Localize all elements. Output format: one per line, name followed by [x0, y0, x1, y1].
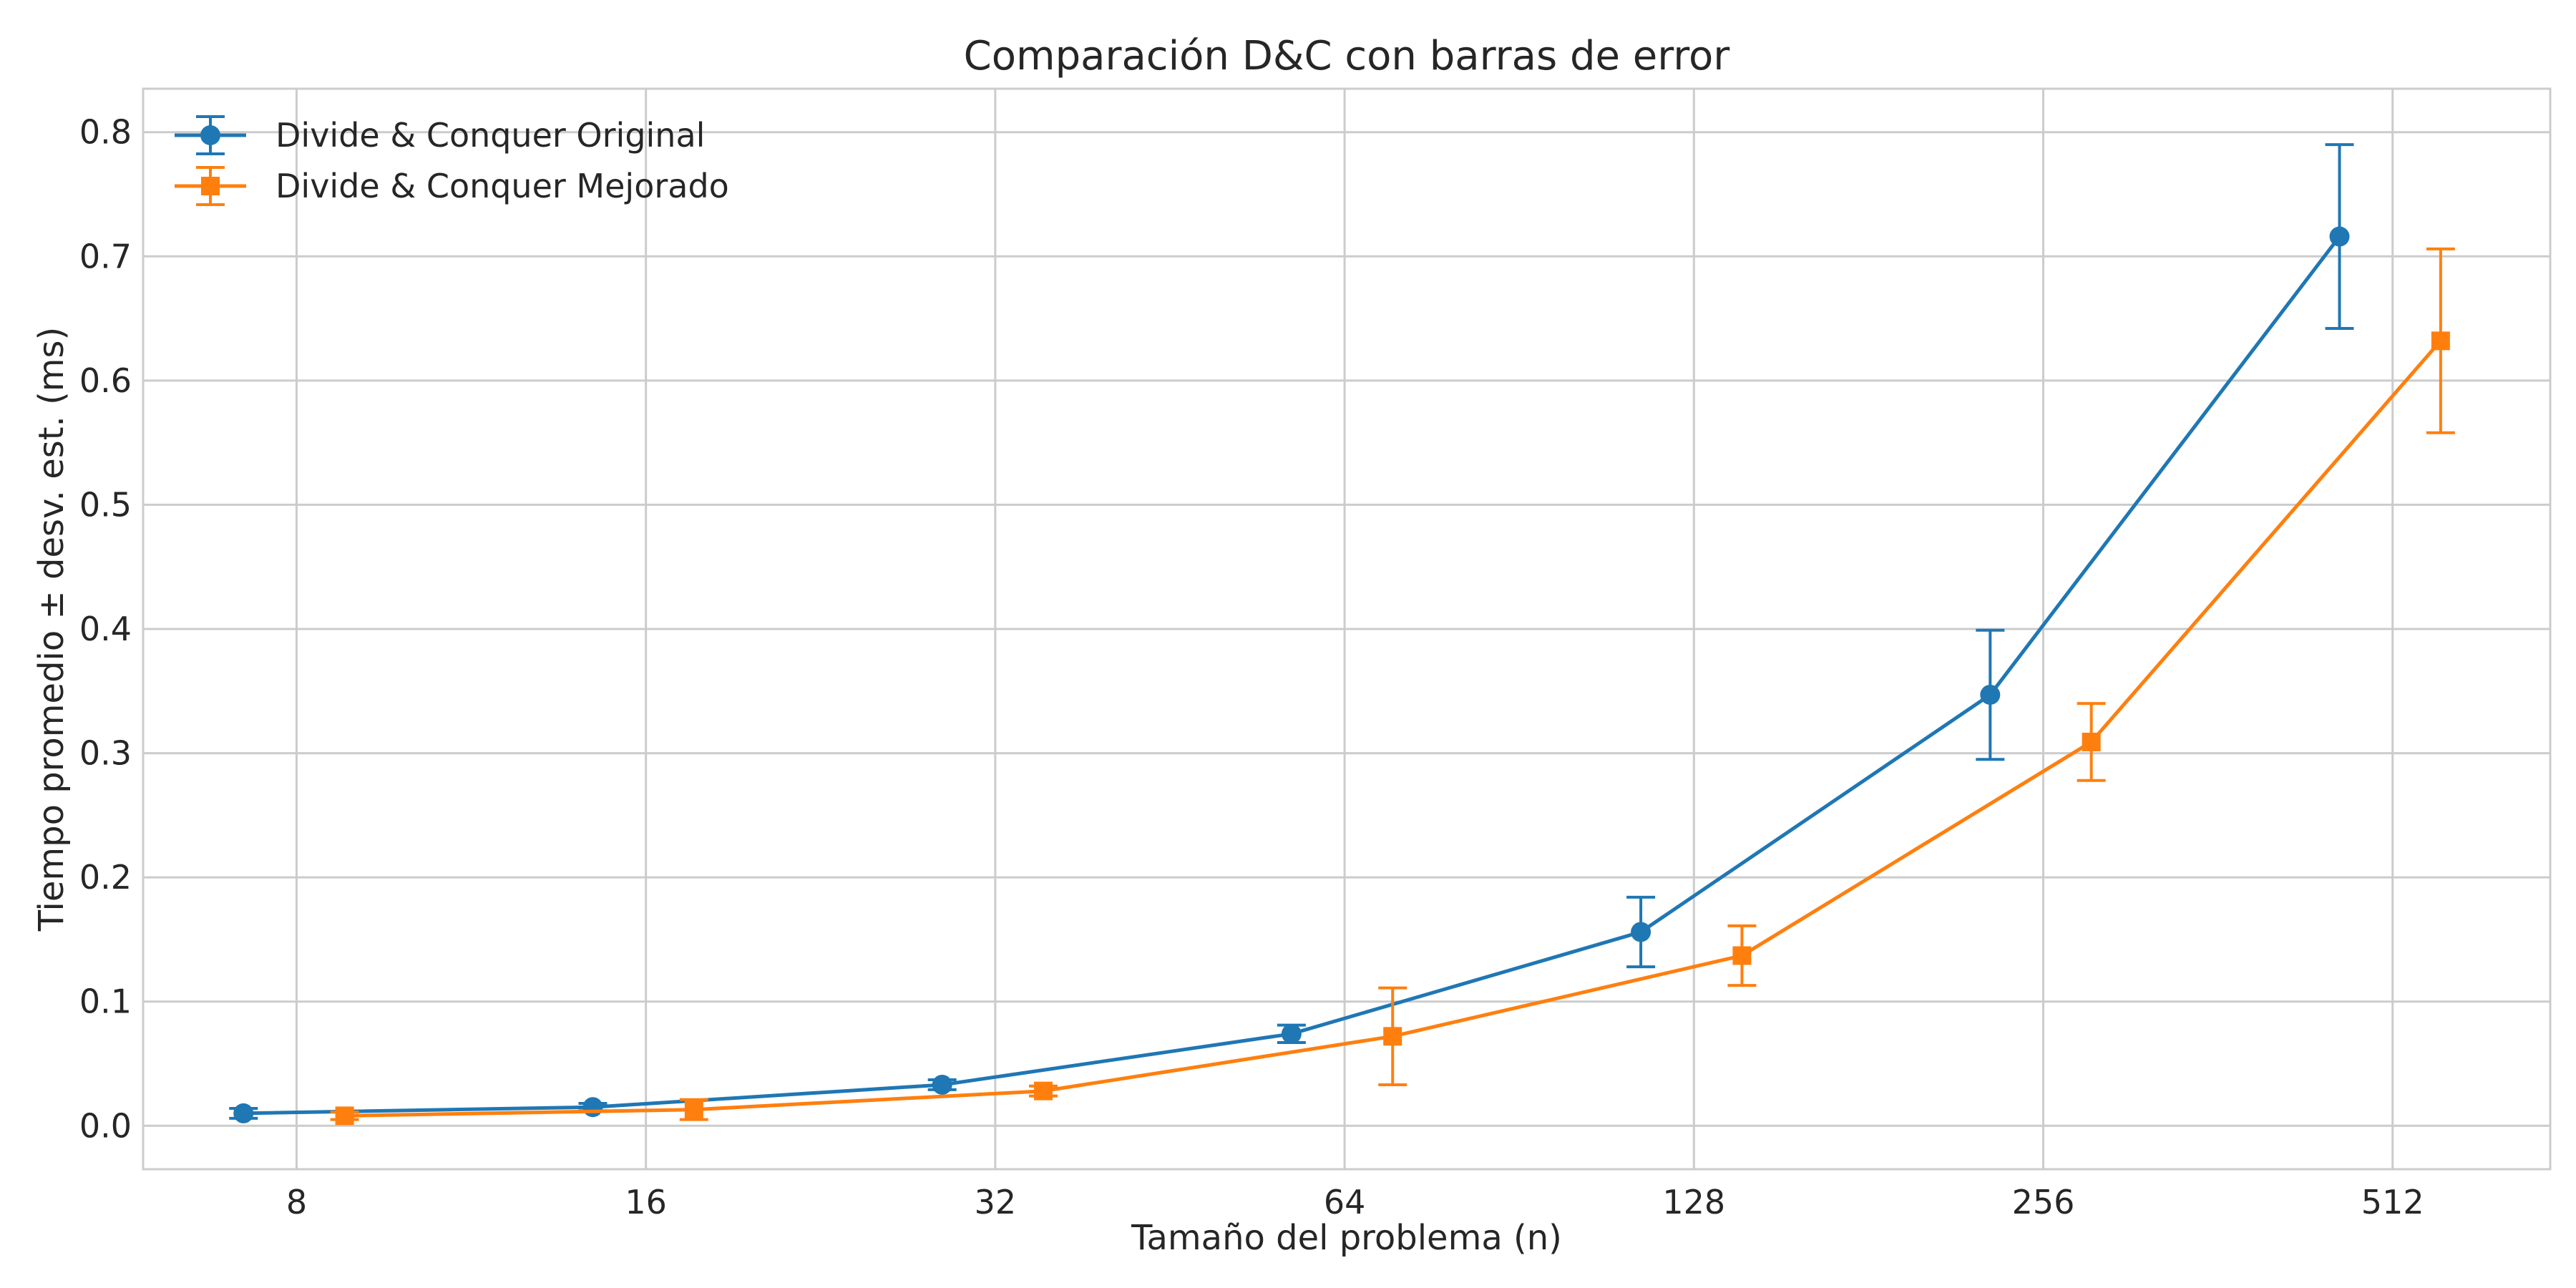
y-tick-label: 0.6 [79, 361, 132, 400]
plot-frame [142, 87, 2552, 1171]
legend-marker [200, 125, 220, 145]
x-tick-label: 512 [2361, 1183, 2424, 1221]
y-tick-label: 0.0 [79, 1106, 132, 1145]
data-point [684, 1100, 703, 1119]
x-tick-label: 64 [1324, 1183, 1366, 1221]
y-tick-label: 0.5 [79, 485, 132, 524]
chart-title: Comparación D&C con barras de error [964, 33, 1731, 79]
series-2 [330, 247, 2455, 1126]
data-point [335, 1106, 354, 1126]
y-tick-label: 0.3 [79, 734, 132, 773]
x-tick-label: 32 [975, 1183, 1017, 1221]
legend-label: Divide & Conquer Original [275, 116, 705, 155]
data-point [2329, 226, 2350, 247]
data-point [1281, 1023, 1302, 1044]
x-axis-label: Tamaño del problema (n) [1131, 1218, 1562, 1258]
x-tick-label: 16 [625, 1183, 667, 1221]
y-tick-label: 0.4 [79, 610, 132, 648]
data-point [582, 1097, 603, 1118]
x-tick-label: 8 [286, 1183, 307, 1221]
x-tick-label: 128 [1662, 1183, 1725, 1221]
legend-marker [201, 177, 220, 195]
data-point [1631, 922, 1652, 942]
y-axis-label: Tiempo promedio ± desv. est. (ms) [31, 327, 72, 932]
data-point [1034, 1081, 1053, 1101]
y-tick-label: 0.1 [79, 982, 132, 1021]
legend: Divide & Conquer Original Divide & Conque… [175, 115, 729, 206]
grid [143, 89, 2550, 1169]
data-point [932, 1074, 952, 1095]
y-tick-label: 0.8 [79, 113, 132, 152]
data-point [233, 1103, 254, 1123]
y-tick-label: 0.2 [79, 858, 132, 897]
legend-label: Divide & Conquer Mejorado [275, 167, 729, 205]
y-tick-label: 0.7 [79, 237, 132, 275]
data-point [2431, 331, 2450, 351]
series-layer [229, 143, 2455, 1126]
data-point [1732, 946, 1752, 965]
x-tick-label: 256 [2012, 1183, 2075, 1221]
data-point [1980, 684, 2001, 705]
data-point [1383, 1027, 1402, 1046]
tick-labels: 8 16 32 64 128 256 512 0.0 0.1 0.2 0.3 0.4 0.5 0.6 0.7… [79, 113, 2424, 1221]
data-point [2082, 732, 2101, 751]
